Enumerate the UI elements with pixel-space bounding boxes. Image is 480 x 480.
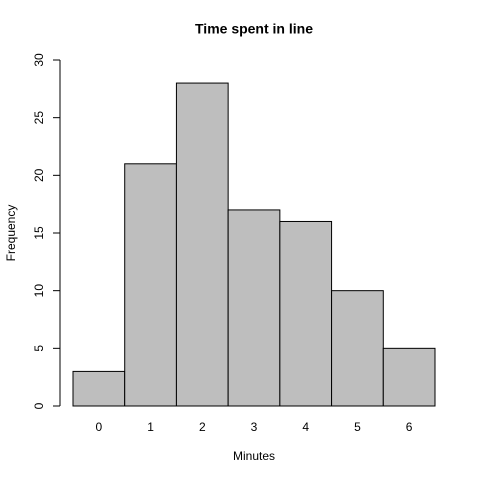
x-axis-label: Minutes bbox=[233, 449, 275, 463]
y-tick-label: 0 bbox=[32, 402, 46, 409]
x-tick-label: 0 bbox=[96, 420, 103, 434]
bar bbox=[279, 220, 333, 407]
y-tick-label: 15 bbox=[32, 226, 46, 240]
y-axis-label: Frequency bbox=[4, 205, 18, 262]
y-tick-label: 20 bbox=[32, 168, 46, 182]
x-tick-label: 4 bbox=[302, 420, 309, 434]
y-tick-label: 5 bbox=[32, 345, 46, 352]
bar bbox=[124, 163, 177, 407]
x-tick-label: 5 bbox=[354, 420, 361, 434]
x-tick-label: 2 bbox=[199, 420, 206, 434]
y-tick-label: 25 bbox=[32, 111, 46, 125]
y-tick-label: 30 bbox=[32, 53, 46, 67]
bar bbox=[382, 347, 436, 407]
x-tick-label: 1 bbox=[147, 420, 154, 434]
x-tick-label: 3 bbox=[251, 420, 258, 434]
bar bbox=[227, 209, 281, 407]
x-tick-label: 6 bbox=[406, 420, 413, 434]
bar bbox=[331, 290, 384, 407]
bar bbox=[175, 82, 229, 407]
bar bbox=[72, 370, 126, 407]
chart-title: Time spent in line bbox=[195, 21, 313, 37]
y-tick-label: 10 bbox=[32, 284, 46, 298]
